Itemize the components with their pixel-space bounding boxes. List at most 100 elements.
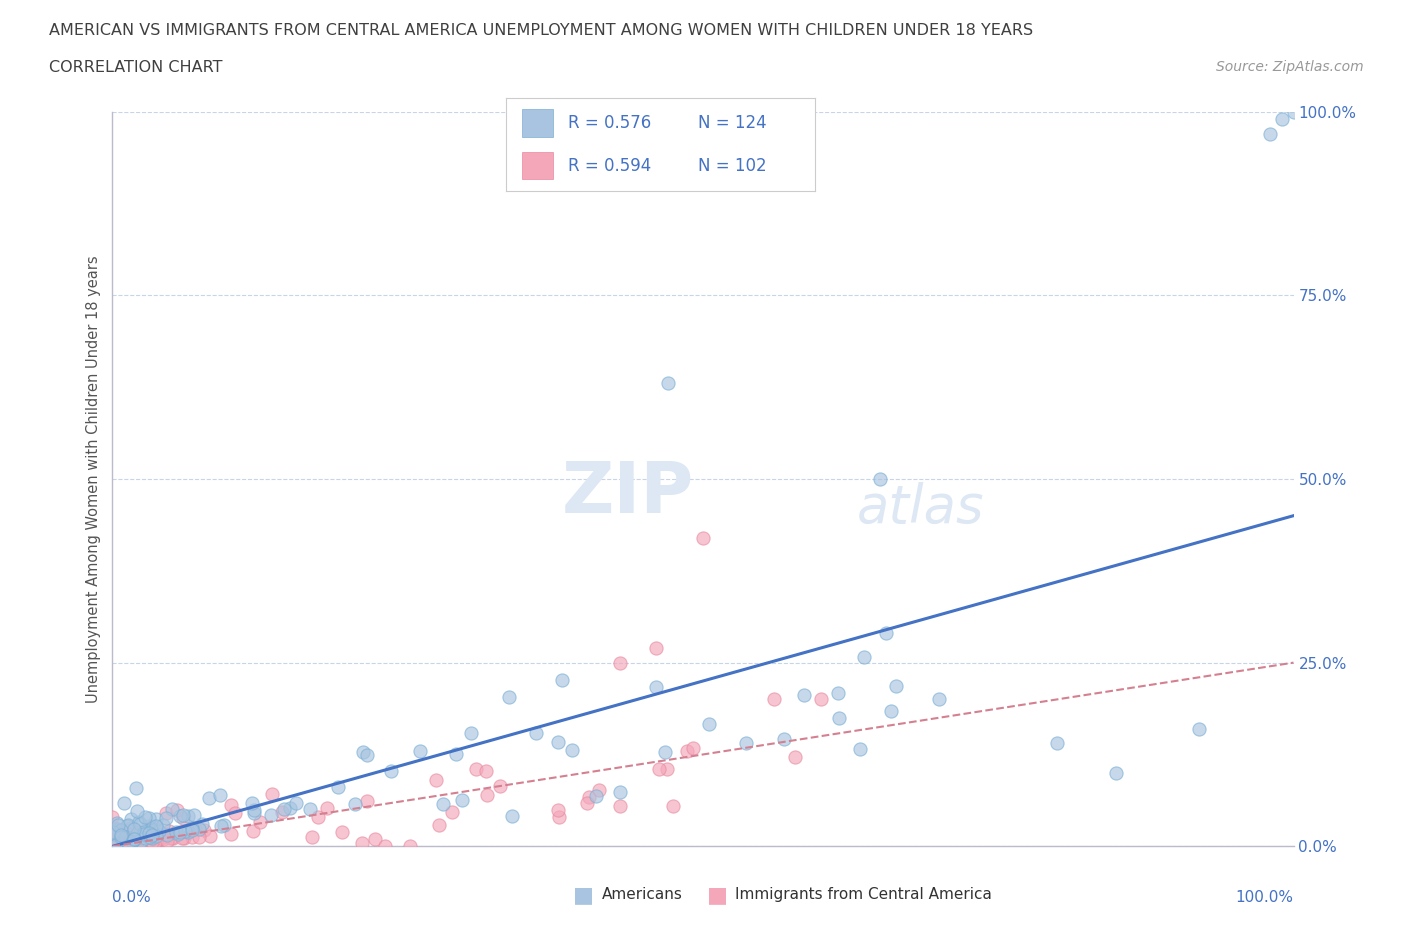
Point xyxy=(172,807,194,822)
Text: Americans: Americans xyxy=(602,887,683,902)
Point xyxy=(101,825,124,840)
Point xyxy=(142,824,165,839)
Point xyxy=(524,725,547,740)
Point xyxy=(139,819,162,834)
Point xyxy=(1258,126,1281,141)
Point xyxy=(105,824,128,839)
Point xyxy=(160,831,183,846)
Point xyxy=(160,802,183,817)
Point xyxy=(124,831,146,846)
Point xyxy=(810,692,832,707)
Point xyxy=(124,835,146,850)
Point xyxy=(101,838,124,853)
Point xyxy=(103,837,125,852)
Point xyxy=(548,809,571,824)
Point xyxy=(166,827,188,842)
Point xyxy=(172,811,194,826)
Point xyxy=(242,824,264,839)
Point xyxy=(156,833,179,848)
Point xyxy=(682,740,704,755)
Point xyxy=(128,815,150,830)
Point xyxy=(132,829,155,844)
Point xyxy=(773,732,796,747)
Point xyxy=(193,822,215,837)
Point xyxy=(498,689,520,704)
Point xyxy=(224,806,246,821)
Point xyxy=(409,744,432,759)
Point xyxy=(330,825,353,840)
Point xyxy=(110,830,132,844)
Point xyxy=(432,797,454,812)
Point xyxy=(307,809,329,824)
Point xyxy=(783,750,806,764)
Point xyxy=(644,641,666,656)
Point xyxy=(169,808,191,823)
Point xyxy=(278,801,301,816)
Point xyxy=(609,656,631,671)
Point xyxy=(122,835,145,850)
Point xyxy=(148,825,170,840)
Point xyxy=(105,836,128,851)
FancyBboxPatch shape xyxy=(522,109,553,137)
Point xyxy=(155,805,177,820)
Point xyxy=(136,830,159,844)
Point xyxy=(181,822,204,837)
Point xyxy=(734,735,756,750)
Point xyxy=(132,825,155,840)
Point xyxy=(104,822,127,837)
Point xyxy=(146,833,169,848)
Point xyxy=(115,832,138,847)
Point xyxy=(657,376,679,391)
Point xyxy=(828,711,851,725)
Point xyxy=(451,792,474,807)
Point xyxy=(200,829,222,844)
Point xyxy=(117,817,139,832)
Point xyxy=(131,835,153,850)
Point xyxy=(1271,112,1294,126)
Text: N = 102: N = 102 xyxy=(697,156,766,175)
Point xyxy=(152,831,174,846)
Point xyxy=(219,827,242,842)
Point xyxy=(105,826,128,841)
Point xyxy=(108,822,131,837)
Point xyxy=(174,823,197,838)
Point xyxy=(697,716,720,731)
Point xyxy=(114,835,136,850)
Point xyxy=(162,830,184,845)
Point xyxy=(138,826,160,841)
Point xyxy=(793,687,815,702)
Point xyxy=(141,835,163,850)
Point xyxy=(285,796,308,811)
Point xyxy=(827,685,849,700)
Point xyxy=(208,788,231,803)
Point xyxy=(115,830,138,844)
Point xyxy=(547,803,569,817)
Text: ■: ■ xyxy=(707,884,727,905)
Point xyxy=(134,827,156,842)
Point xyxy=(129,830,152,845)
Text: ZIP: ZIP xyxy=(561,459,693,528)
Point xyxy=(104,836,127,851)
Point xyxy=(136,818,159,833)
Point xyxy=(166,803,188,817)
Point xyxy=(127,825,149,840)
Point xyxy=(380,764,402,778)
Point xyxy=(475,764,498,778)
Point xyxy=(326,779,349,794)
Point xyxy=(105,815,128,830)
Point xyxy=(117,835,139,850)
Point xyxy=(103,820,125,835)
Point xyxy=(127,804,149,818)
Point xyxy=(155,827,177,842)
Point xyxy=(114,831,136,846)
Point xyxy=(145,818,167,833)
Point xyxy=(880,704,903,719)
Point xyxy=(138,811,160,826)
Point xyxy=(124,821,146,836)
Point xyxy=(135,827,157,842)
Point xyxy=(547,735,569,750)
Point xyxy=(240,795,263,810)
Text: 0.0%: 0.0% xyxy=(112,890,152,906)
Text: N = 124: N = 124 xyxy=(697,113,766,132)
Point xyxy=(655,762,678,777)
